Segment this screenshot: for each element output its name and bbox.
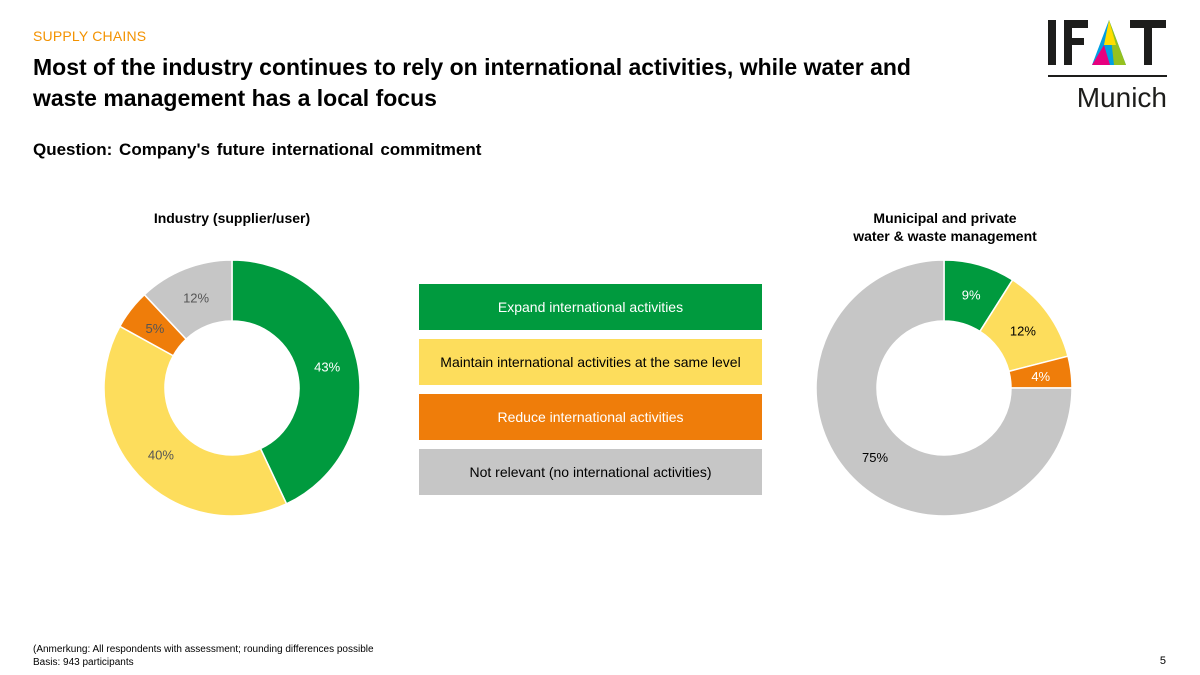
donut-data-label: 12% — [183, 290, 209, 305]
donut-data-label: 9% — [962, 287, 981, 302]
ifat-munich-logo: Munich — [1048, 20, 1167, 113]
donut-slice — [231, 259, 361, 505]
logo-munich-text: Munich — [1077, 82, 1167, 113]
chart-title-municipal: Municipal and private water & waste mana… — [790, 209, 1100, 245]
chart-title-industry: Industry (supplier/user) — [153, 210, 311, 226]
donut-data-label: 40% — [148, 448, 174, 463]
logo-letter-a — [1092, 20, 1126, 65]
logo-divider — [1048, 75, 1167, 77]
question-text: Question: Company's future international… — [33, 140, 482, 159]
page-number: 5 — [1159, 655, 1166, 667]
donut-slice — [143, 259, 233, 341]
page-title-line-2: waste management has a local focus — [33, 85, 437, 111]
chart-title-municipal-line-2: water & waste management — [853, 228, 1037, 244]
footnote: (Anmerkung: All respondents with assessm… — [33, 643, 374, 669]
donut-chart-industry: 43% 40% 5% 12% — [103, 259, 361, 517]
legend-item: Reduce international activities — [419, 394, 762, 440]
logo-letter-i — [1048, 20, 1056, 65]
donut-data-label: 12% — [1010, 324, 1036, 339]
donut-data-label: 4% — [1031, 369, 1050, 384]
chart-title-municipal-line-1: Municipal and private — [873, 210, 1017, 226]
donut-data-label: 43% — [314, 360, 340, 375]
legend: Expand international activities Maintain … — [419, 284, 762, 504]
section-label: SUPPLY CHAINS — [33, 28, 147, 44]
logo-letter-t — [1130, 20, 1166, 65]
donut-chart-municipal: 9% 12% 4% 75% — [815, 259, 1073, 517]
legend-item: Maintain international activities at the… — [419, 339, 762, 385]
logo-letter-f — [1064, 20, 1088, 65]
donut-data-label: 5% — [146, 321, 165, 336]
page-title-line-1: Most of the industry continues to rely o… — [33, 54, 911, 80]
donut-slice — [103, 325, 288, 517]
legend-item: Expand international activities — [419, 284, 762, 330]
page-title: Most of the industry continues to rely o… — [33, 52, 1013, 114]
footnote-note: (Anmerkung: All respondents with assessm… — [33, 644, 374, 655]
donut-slice — [815, 259, 1073, 517]
donut-data-label: 75% — [862, 450, 888, 465]
legend-item: Not relevant (no international activitie… — [419, 449, 762, 495]
footnote-basis: Basis: 943 participants — [33, 657, 134, 668]
